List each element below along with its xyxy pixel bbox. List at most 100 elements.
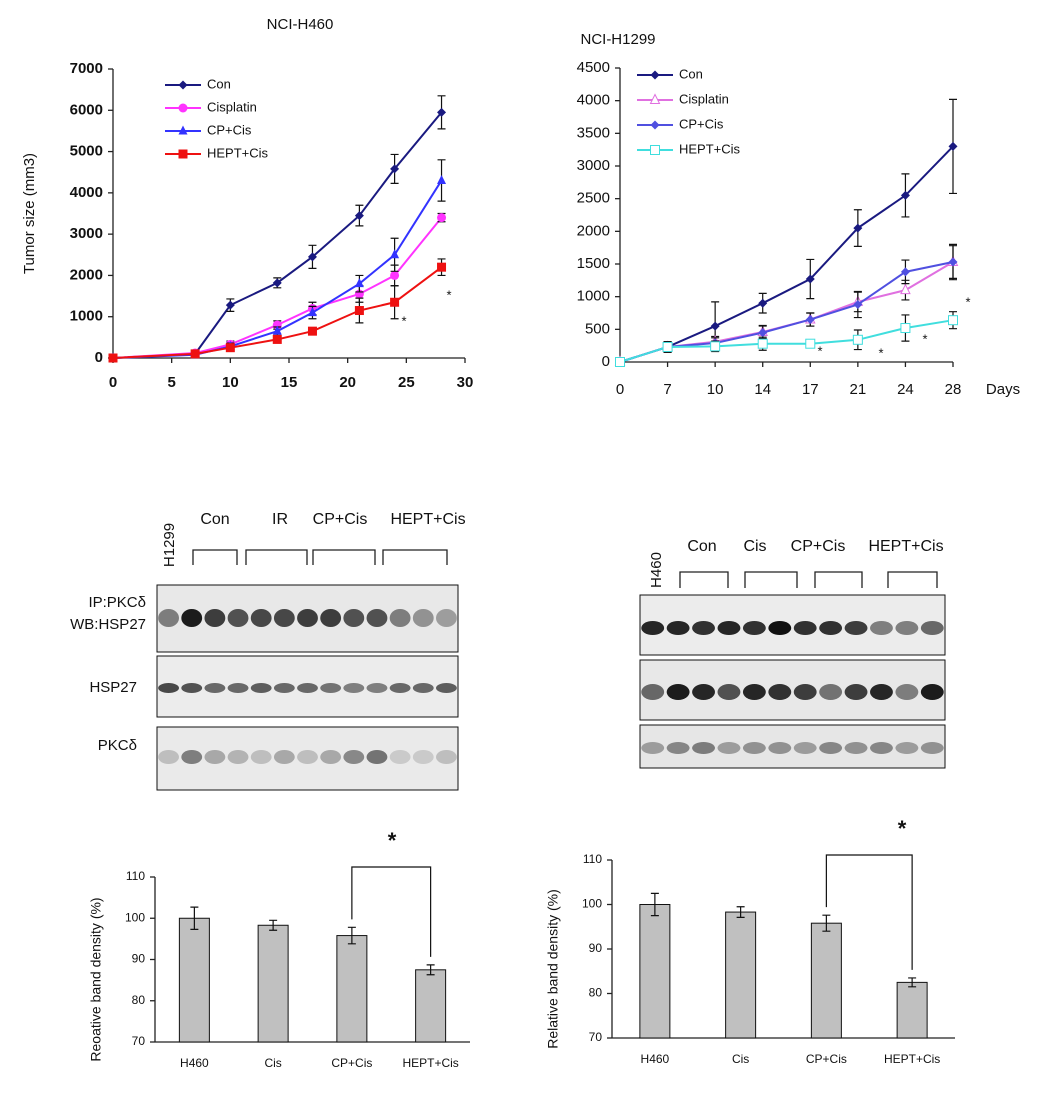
series-line [619, 319, 954, 363]
marker [757, 338, 768, 349]
marker [662, 341, 673, 352]
marker [390, 164, 400, 174]
y-tick-label: 2500 [577, 190, 610, 207]
marker [272, 278, 282, 288]
marker [853, 223, 863, 233]
marker [805, 274, 815, 284]
legend-label: HEPT+Cis [679, 141, 741, 156]
marker [190, 349, 200, 359]
blot-band [742, 742, 766, 754]
y-tick-label: 3000 [70, 225, 103, 242]
group-label: Cis [743, 538, 766, 555]
legend-label: Cisplatin [207, 99, 257, 114]
marker [225, 343, 235, 353]
marker [948, 315, 958, 326]
x-tick-label: 10 [222, 374, 239, 391]
blot-band [641, 684, 665, 700]
bar [336, 935, 368, 1043]
blot-band [343, 683, 365, 693]
blot-band [742, 684, 766, 700]
blot-band [297, 683, 318, 693]
blot-band [227, 683, 249, 693]
blot-band [844, 621, 868, 635]
significance-mark: * [388, 828, 397, 853]
x-tick-label: Cis [264, 1056, 281, 1070]
y-tick-label: 1500 [577, 255, 610, 272]
legend-marker [178, 80, 188, 90]
error-bar [736, 906, 745, 919]
blot-band [870, 621, 893, 635]
error-bar [269, 919, 278, 931]
blot-band [204, 683, 226, 693]
marker [615, 357, 625, 367]
legend-label: CP+Cis [207, 122, 252, 137]
significance-mark: * [878, 345, 883, 360]
x-tick-label: 24 [897, 381, 914, 398]
y-tick-label: 1000 [577, 288, 610, 305]
group-label: Con [200, 511, 229, 528]
bar [257, 924, 289, 1043]
blot-band [389, 683, 411, 693]
blot-band [366, 683, 388, 693]
blot-band [692, 684, 715, 700]
marker [272, 325, 282, 335]
blot-band [250, 609, 272, 627]
marker [437, 174, 447, 184]
marker [900, 323, 911, 334]
y-tick-label: 100 [582, 897, 602, 911]
blot-band [742, 621, 766, 635]
marker [437, 213, 447, 223]
x-tick-label: 0 [616, 381, 624, 398]
blot-panel [639, 724, 946, 769]
bar [725, 911, 757, 1039]
x-tick-label: 20 [339, 374, 356, 391]
blot-band [389, 609, 411, 627]
error-bar [908, 977, 917, 988]
x-tick-label: 5 [167, 374, 175, 391]
control-label: H460 [648, 552, 665, 588]
chart: Relative band density (%) 70 80 90 100 110 * H4… [545, 816, 955, 1066]
series-line [112, 266, 443, 359]
blot-band [227, 750, 249, 764]
x-tick-label: 14 [754, 381, 771, 398]
x-tick-label: HEPT+Cis [884, 1052, 940, 1066]
marker [437, 107, 447, 117]
x-tick-label: 17 [802, 381, 819, 398]
blot-band [641, 621, 665, 635]
blot-band [692, 742, 715, 754]
blot-band [666, 684, 690, 700]
blot-band [366, 609, 388, 627]
x-tick-label: 25 [398, 374, 415, 391]
y-tick-label: 2000 [577, 222, 610, 239]
blot-band [768, 742, 792, 754]
blot-band [320, 683, 342, 693]
y-tick-label: 4500 [577, 59, 610, 76]
blot-band [436, 609, 457, 627]
significance-bracket [825, 854, 913, 970]
y-tick-label: 0 [95, 349, 103, 366]
bar [810, 922, 842, 1039]
y-tick-label: 0 [602, 353, 610, 370]
blot-band [436, 683, 457, 693]
blot-band [412, 683, 434, 693]
x-tick-label: HEPT+Cis [402, 1056, 458, 1070]
marker [900, 283, 911, 295]
blot-band [227, 609, 249, 627]
blot-panel [639, 594, 946, 656]
legend-label: CP+Cis [679, 116, 724, 131]
marker [853, 300, 863, 310]
group-label: HEPT+Cis [390, 511, 465, 528]
y-tick-label: 500 [585, 320, 610, 337]
blot-band [870, 742, 893, 754]
blot-band [666, 742, 690, 754]
group-label: CP+Cis [791, 538, 846, 555]
blot-band [920, 742, 944, 754]
blot-band [895, 621, 919, 635]
blot-band [666, 621, 690, 635]
blot-band [793, 621, 817, 635]
y-axis-label: Relative band density (%) [545, 889, 561, 1049]
blot-band [717, 684, 741, 700]
blot-band [320, 750, 342, 764]
x-axis-label: Days [986, 381, 1020, 398]
